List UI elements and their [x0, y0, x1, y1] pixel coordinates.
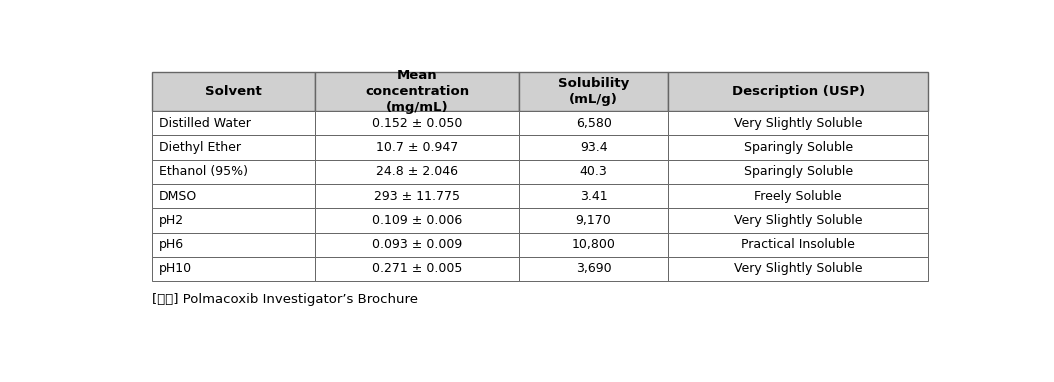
Bar	[315, 184, 520, 208]
Bar	[520, 111, 668, 135]
Bar	[315, 135, 520, 160]
Text: 6,580: 6,580	[575, 117, 611, 129]
Bar	[520, 184, 668, 208]
Text: Very Slightly Soluble: Very Slightly Soluble	[734, 214, 862, 227]
Bar	[152, 233, 315, 257]
Bar	[315, 111, 520, 135]
Bar	[668, 208, 929, 233]
Bar	[152, 208, 315, 233]
Text: Sparingly Soluble: Sparingly Soluble	[743, 165, 853, 178]
Bar	[668, 160, 929, 184]
Bar	[315, 160, 520, 184]
Text: Practical Insoluble: Practical Insoluble	[741, 238, 855, 251]
Text: Diethyl Ether: Diethyl Ether	[159, 141, 240, 154]
Bar	[668, 257, 929, 281]
Bar	[520, 72, 668, 111]
Text: 0.109 ± 0.006: 0.109 ± 0.006	[372, 214, 462, 227]
Text: 24.8 ± 2.046: 24.8 ± 2.046	[376, 165, 458, 178]
Bar	[315, 208, 520, 233]
Bar	[315, 257, 520, 281]
Bar	[520, 208, 668, 233]
Text: Solubility
(mL/g): Solubility (mL/g)	[558, 77, 629, 106]
Bar	[315, 233, 520, 257]
Bar	[152, 160, 315, 184]
Text: Mean
concentration
(mg/mL): Mean concentration (mg/mL)	[365, 69, 469, 114]
Text: pH10: pH10	[159, 262, 192, 275]
Text: 10,800: 10,800	[571, 238, 616, 251]
Text: Sparingly Soluble: Sparingly Soluble	[743, 141, 853, 154]
Bar	[520, 233, 668, 257]
Text: Very Slightly Soluble: Very Slightly Soluble	[734, 117, 862, 129]
Text: 3.41: 3.41	[580, 189, 607, 202]
Text: 0.152 ± 0.050: 0.152 ± 0.050	[372, 117, 463, 129]
Bar	[668, 184, 929, 208]
Bar	[315, 72, 520, 111]
Text: 93.4: 93.4	[580, 141, 607, 154]
Bar	[668, 135, 929, 160]
Text: Very Slightly Soluble: Very Slightly Soluble	[734, 262, 862, 275]
Text: [출처] Polmacoxib Investigator’s Brochure: [출처] Polmacoxib Investigator’s Brochure	[152, 293, 418, 306]
Text: DMSO: DMSO	[159, 189, 197, 202]
Bar	[520, 257, 668, 281]
Bar	[152, 72, 315, 111]
Bar	[152, 111, 315, 135]
Text: Description (USP): Description (USP)	[731, 85, 864, 98]
Text: Freely Soluble: Freely Soluble	[755, 189, 842, 202]
Bar	[520, 160, 668, 184]
Text: Solvent: Solvent	[206, 85, 261, 98]
Text: pH2: pH2	[159, 214, 183, 227]
Text: 10.7 ± 0.947: 10.7 ± 0.947	[376, 141, 458, 154]
Text: 3,690: 3,690	[575, 262, 611, 275]
Text: 293 ± 11.775: 293 ± 11.775	[374, 189, 460, 202]
Text: 0.093 ± 0.009: 0.093 ± 0.009	[372, 238, 462, 251]
Text: 9,170: 9,170	[575, 214, 611, 227]
Bar	[520, 135, 668, 160]
Text: 0.271 ± 0.005: 0.271 ± 0.005	[372, 262, 463, 275]
Text: Ethanol (95%): Ethanol (95%)	[159, 165, 248, 178]
Bar	[152, 135, 315, 160]
Text: Distilled Water: Distilled Water	[159, 117, 251, 129]
Bar	[668, 111, 929, 135]
Text: pH6: pH6	[159, 238, 183, 251]
Bar	[668, 72, 929, 111]
Text: 40.3: 40.3	[580, 165, 607, 178]
Bar	[152, 257, 315, 281]
Bar	[152, 184, 315, 208]
Bar	[668, 233, 929, 257]
